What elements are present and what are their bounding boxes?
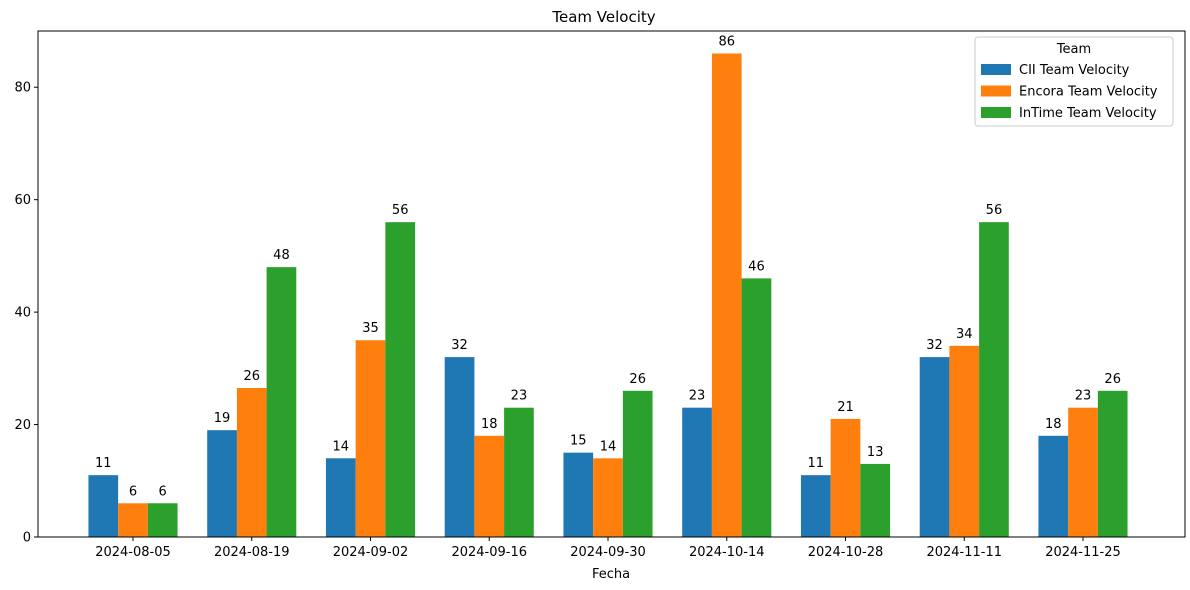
x-tick-label: 2024-11-25 <box>1045 545 1121 560</box>
bar-value-label: 46 <box>748 259 765 274</box>
legend-swatch <box>981 85 1011 97</box>
x-axis-label: Fecha <box>592 567 630 582</box>
legend-items: CII Team Velocity Encora Team Velocity InT… <box>981 63 1158 121</box>
bar-value-label: 26 <box>1104 372 1121 387</box>
x-tick-label: 2024-08-05 <box>95 545 171 560</box>
legend-box <box>974 36 1174 127</box>
bar <box>1068 407 1098 537</box>
y-tick-label: 20 <box>14 418 31 433</box>
bar-value-label: 35 <box>362 321 379 336</box>
chart-title: Team Velocity <box>551 8 655 26</box>
bar <box>504 407 534 537</box>
bar <box>355 340 386 537</box>
bar-value-label: 18 <box>481 417 498 432</box>
bar <box>147 503 178 537</box>
legend-entry-label: Encora Team Velocity <box>1019 85 1158 100</box>
bar-value-label: 48 <box>273 248 290 263</box>
bar <box>741 278 772 537</box>
bar <box>949 345 980 537</box>
legend-swatch <box>981 64 1011 75</box>
bar-value-label: 11 <box>95 456 112 471</box>
bar-value-label: 86 <box>718 34 735 49</box>
axes: 2024-08-05 2024-08-19 2024-09-02 2024-09-16… <box>14 81 1120 560</box>
bar <box>385 222 416 537</box>
bar <box>563 452 594 537</box>
bar-value-label: 26 <box>243 369 260 384</box>
bar-value-label: 19 <box>214 411 231 426</box>
bar-value-label: 6 <box>129 484 137 499</box>
bar <box>207 430 237 537</box>
legend-swatch <box>981 107 1011 118</box>
bar <box>682 407 712 537</box>
bar <box>325 458 356 537</box>
x-tick-label: 2024-10-14 <box>689 545 765 560</box>
bar <box>1097 390 1128 537</box>
bar-value-label: 56 <box>986 203 1003 218</box>
bar-value-label: 11 <box>808 456 825 471</box>
y-tick-label: 0 <box>23 531 31 546</box>
bar-value-label: 26 <box>629 372 646 387</box>
plot-area: 11 6 6 19 26 48 14 35 56 32 18 23 15 14 26 23 86 46 11 21 13… <box>88 34 1128 537</box>
bar-value-label: 23 <box>689 389 706 404</box>
x-tick-label: 2024-09-16 <box>451 545 527 560</box>
y-tick-label: 80 <box>14 81 31 96</box>
bar <box>236 388 267 537</box>
x-tick-label: 2024-11-11 <box>926 545 1002 560</box>
plot-frame <box>37 30 1186 538</box>
legend-title: Team <box>1056 42 1091 57</box>
bar <box>593 458 623 537</box>
x-tick-label: 2024-09-30 <box>570 545 646 560</box>
bar <box>979 222 1009 537</box>
bar-value-label: 14 <box>600 439 617 454</box>
bar <box>474 435 505 537</box>
bar-value-label: 14 <box>333 439 350 454</box>
bar-value-label: 13 <box>867 445 884 460</box>
bar <box>88 475 119 537</box>
bar <box>860 463 891 537</box>
bar-value-label: 6 <box>159 484 167 499</box>
x-tick-label: 2024-10-28 <box>808 545 884 560</box>
bar <box>622 390 653 537</box>
bar-value-label: 34 <box>956 327 973 342</box>
legend-entry-label: InTime Team Velocity <box>1019 106 1157 121</box>
bar-value-label: 32 <box>926 338 943 353</box>
bar-value-label: 32 <box>451 338 468 353</box>
bar-value-label: 23 <box>511 389 528 404</box>
legend: Team CII Team Velocity Encora Team Veloci… <box>974 36 1174 127</box>
legend-entry-label: CII Team Velocity <box>1019 63 1130 78</box>
x-tick-label: 2024-09-02 <box>333 545 409 560</box>
y-tick-label: 60 <box>14 193 31 208</box>
bar <box>711 53 742 537</box>
bar <box>118 503 148 537</box>
bar <box>266 267 297 537</box>
bar-value-label: 15 <box>570 434 587 449</box>
bar <box>1038 435 1069 537</box>
bar <box>919 357 950 537</box>
bar-value-label: 23 <box>1075 389 1092 404</box>
bar <box>830 418 861 537</box>
x-tick-label: 2024-08-19 <box>214 545 290 560</box>
bar <box>444 357 475 537</box>
bar <box>800 475 831 537</box>
bar-value-label: 56 <box>392 203 409 218</box>
y-tick-label: 40 <box>14 306 31 321</box>
bar-value-label: 21 <box>837 400 854 415</box>
bar-value-label: 18 <box>1045 417 1062 432</box>
